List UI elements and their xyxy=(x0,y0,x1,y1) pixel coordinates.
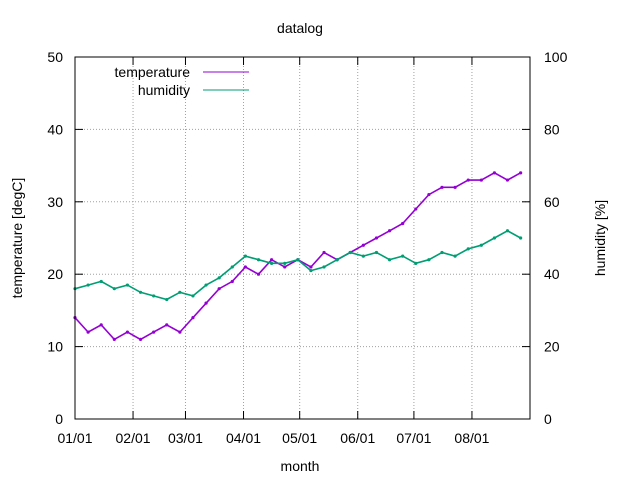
data-point-humidity xyxy=(204,283,208,287)
data-point-humidity xyxy=(322,265,326,269)
legend-label-temperature: temperature xyxy=(115,64,191,80)
data-point-temperature xyxy=(86,330,90,334)
series-line-humidity xyxy=(74,229,521,301)
x-tick-label: 05/01 xyxy=(282,430,317,446)
legend-label-humidity: humidity xyxy=(138,82,190,98)
data-point-temperature xyxy=(322,250,326,255)
data-point-temperature xyxy=(178,330,182,334)
y2-tick-label: 60 xyxy=(544,194,560,210)
data-point-humidity xyxy=(256,258,261,262)
data-point-humidity xyxy=(505,229,510,233)
data-point-humidity xyxy=(217,276,221,280)
y2-axis-label: humidity [%] xyxy=(592,200,608,276)
y-tick-label: 0 xyxy=(55,411,63,427)
data-point-humidity xyxy=(86,283,90,287)
data-point-temperature xyxy=(256,272,261,276)
data-point-temperature xyxy=(204,301,208,305)
legend: temperature humidity xyxy=(115,64,249,98)
data-point-humidity xyxy=(243,254,247,258)
y-tick-label: 50 xyxy=(47,49,63,65)
x-tick-label: 01/01 xyxy=(57,430,92,446)
data-point-humidity xyxy=(348,250,352,255)
data-point-humidity xyxy=(374,250,379,255)
y2-tick-label: 20 xyxy=(544,339,560,355)
series-layer xyxy=(73,171,523,341)
data-point-humidity xyxy=(427,258,431,262)
x-tick-label: 04/01 xyxy=(226,430,261,446)
y-tick-label: 30 xyxy=(47,194,63,210)
x-axis-label: month xyxy=(281,458,320,474)
data-point-humidity xyxy=(492,236,497,240)
data-point-humidity xyxy=(112,287,116,291)
data-point-temperature xyxy=(309,265,313,269)
data-point-humidity xyxy=(296,258,300,262)
data-point-temperature xyxy=(270,258,274,262)
data-point-humidity xyxy=(152,294,156,298)
data-point-temperature xyxy=(440,185,444,189)
data-point-temperature xyxy=(387,229,392,233)
x-tick-label: 07/01 xyxy=(396,430,431,446)
data-point-humidity xyxy=(335,258,339,262)
data-point-temperature xyxy=(479,178,483,182)
y2-tick-label: 80 xyxy=(544,121,560,137)
data-point-humidity xyxy=(479,243,483,247)
data-point-temperature xyxy=(112,337,116,341)
data-point-humidity xyxy=(138,290,143,294)
data-point-humidity xyxy=(440,250,444,255)
y-tick-label: 40 xyxy=(47,121,63,137)
y2-tick-label: 40 xyxy=(544,266,560,282)
data-point-temperature xyxy=(427,192,431,197)
data-point-humidity xyxy=(361,254,365,258)
data-point-humidity xyxy=(466,247,470,251)
data-point-humidity xyxy=(519,236,523,240)
x-tick-label: 08/01 xyxy=(454,430,489,446)
data-point-humidity xyxy=(414,261,418,265)
data-point-humidity xyxy=(270,261,274,265)
data-point-humidity xyxy=(283,261,287,265)
data-point-temperature xyxy=(99,323,103,327)
x-tick-label: 03/01 xyxy=(168,430,203,446)
data-point-humidity xyxy=(165,297,169,302)
plot-border xyxy=(74,56,531,420)
data-point-temperature xyxy=(519,171,523,175)
data-point-temperature xyxy=(165,323,169,327)
data-point-temperature xyxy=(414,207,418,211)
data-point-temperature xyxy=(361,243,365,247)
data-point-temperature xyxy=(466,178,470,182)
data-point-temperature xyxy=(283,265,287,269)
data-point-temperature xyxy=(125,330,130,334)
data-point-humidity xyxy=(99,279,103,284)
data-point-temperature xyxy=(401,221,405,226)
data-point-temperature xyxy=(453,185,457,189)
data-point-humidity xyxy=(387,258,392,262)
data-point-temperature xyxy=(191,316,195,320)
data-point-temperature xyxy=(374,236,379,240)
data-point-temperature xyxy=(138,337,143,341)
chart-title: datalog xyxy=(277,20,323,36)
data-point-humidity xyxy=(453,254,457,258)
grid-lines xyxy=(75,57,530,419)
x-tick-label: 02/01 xyxy=(116,430,151,446)
data-point-temperature xyxy=(492,171,497,175)
data-point-humidity xyxy=(178,290,182,294)
data-point-temperature xyxy=(217,287,221,291)
y-tick-label: 20 xyxy=(47,266,63,282)
data-point-humidity xyxy=(125,283,130,287)
y-axis-label: temperature [degC] xyxy=(9,178,25,299)
data-point-humidity xyxy=(309,268,313,273)
y-tick-label: 10 xyxy=(47,339,63,355)
data-point-humidity xyxy=(230,265,234,269)
data-point-temperature xyxy=(230,279,234,284)
data-point-humidity xyxy=(401,254,405,258)
data-point-temperature xyxy=(152,330,156,334)
axis-ticks: 0 10 20 30 40 50 0 20 40 60 80 100 01/01 02/01 03/01 04… xyxy=(47,49,567,446)
data-point-humidity xyxy=(191,294,195,298)
y2-tick-label: 0 xyxy=(544,411,552,427)
data-point-temperature xyxy=(505,178,510,182)
data-point-temperature xyxy=(243,265,247,269)
x-tick-label: 06/01 xyxy=(340,430,375,446)
y2-tick-label: 100 xyxy=(544,49,568,65)
